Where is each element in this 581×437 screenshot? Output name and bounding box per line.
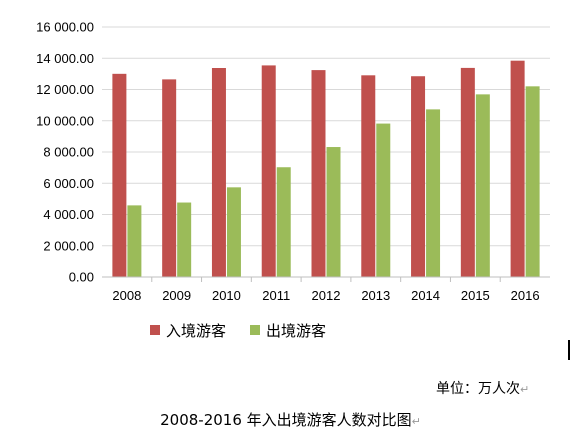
unit-label: 单位：万人次↵	[436, 378, 529, 398]
text-cursor-mark	[568, 340, 570, 360]
bar-outbound-2008	[127, 205, 142, 277]
gridlines	[102, 26, 550, 247]
bars	[112, 60, 540, 277]
x-axis-ticks: 2008 2009 2010 2011 2012 2013 2014 2015 2016	[112, 277, 540, 303]
y-tick-label: 10 000.00	[36, 113, 94, 128]
x-tick-label: 2012	[312, 288, 341, 303]
y-tick-label: 6 000.00	[43, 176, 94, 191]
bar-outbound-2016	[525, 86, 540, 277]
bar-inbound-2013	[361, 75, 376, 277]
bar-inbound-2014	[411, 76, 426, 277]
bar-outbound-2009	[177, 202, 192, 277]
y-tick-label: 2 000.00	[43, 238, 94, 253]
legend-swatch-inbound	[150, 325, 160, 335]
y-tick-label: 0.00	[69, 270, 94, 285]
unit-label-text: 单位：万人次	[436, 381, 520, 397]
bar-outbound-2010	[226, 187, 241, 277]
caption-text: 2008-2016 年入出境游客人数对比图	[160, 411, 412, 429]
x-tick-label: 2008	[112, 288, 141, 303]
bar-outbound-2013	[376, 123, 391, 277]
bar-inbound-2011	[261, 65, 276, 277]
y-axis-ticks: 0.00 2 000.00 4 000.00 6 000.00 8 000.00 10 0…	[36, 20, 94, 285]
bar-outbound-2012	[326, 147, 341, 277]
legend-label-inbound: 入境游客	[166, 322, 226, 340]
x-tick-label: 2009	[162, 288, 191, 303]
x-tick-label: 2016	[511, 288, 540, 303]
bar-outbound-2011	[276, 167, 291, 277]
y-tick-label: 16 000.00	[36, 20, 94, 35]
caption-return-mark: ↵	[411, 415, 421, 428]
y-tick-label: 14 000.00	[36, 51, 94, 66]
bar-inbound-2009	[162, 79, 177, 277]
return-mark: ↵	[520, 383, 530, 396]
bar-inbound-2016	[510, 60, 525, 277]
bar-inbound-2015	[460, 67, 475, 277]
y-tick-label: 8 000.00	[43, 145, 94, 160]
legend-label-outbound: 出境游客	[266, 322, 326, 340]
x-tick-label: 2014	[411, 288, 440, 303]
bar-outbound-2014	[426, 109, 441, 277]
x-tick-label: 2013	[361, 288, 390, 303]
y-tick-label: 12 000.00	[36, 82, 94, 97]
x-tick-label: 2015	[461, 288, 490, 303]
figure-caption: 2008-2016 年入出境游客人数对比图↵	[0, 409, 581, 430]
bar-outbound-2015	[475, 94, 490, 277]
y-tick-label: 4 000.00	[43, 207, 94, 222]
bar-inbound-2010	[211, 68, 226, 277]
x-tick-label: 2011	[262, 288, 290, 303]
legend-swatch-outbound	[250, 325, 260, 335]
legend: 入境游客 出境游客	[150, 322, 326, 340]
bar-inbound-2008	[112, 73, 127, 277]
bar-inbound-2012	[311, 70, 326, 277]
x-tick-label: 2010	[212, 288, 241, 303]
